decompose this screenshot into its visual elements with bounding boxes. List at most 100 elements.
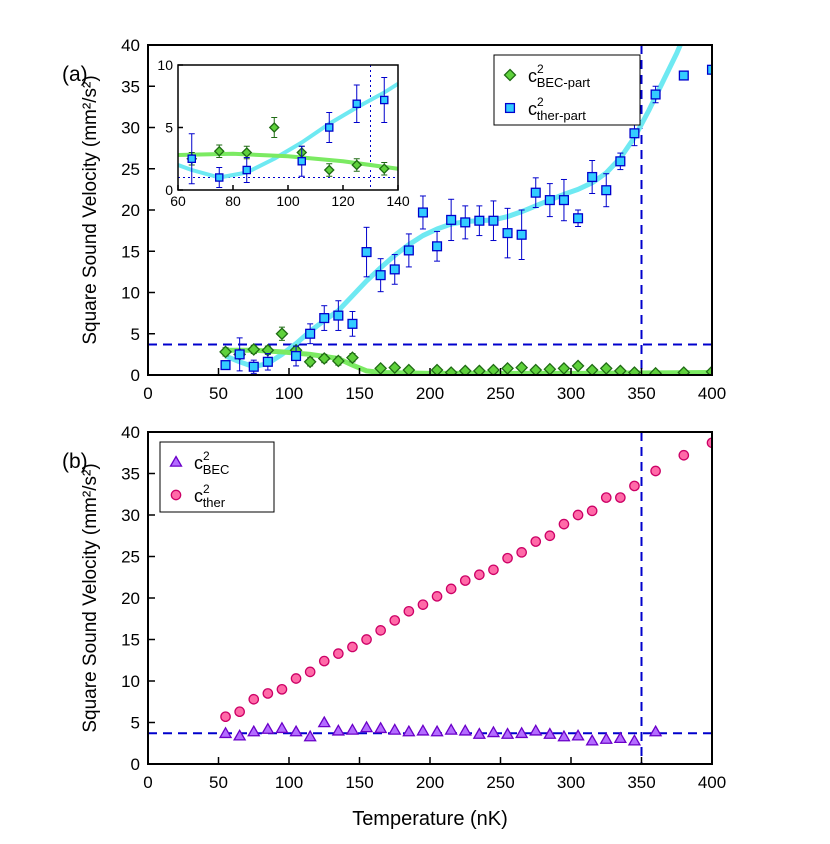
marker-triangle	[345, 723, 360, 735]
x-tick-label: 200	[416, 773, 444, 792]
marker-square	[587, 171, 598, 183]
y-tick-label: 5	[131, 714, 140, 733]
marker-diamond	[571, 359, 585, 373]
marker-triangle	[486, 725, 501, 738]
marker-diamond	[649, 366, 663, 375]
legend-label: c2 ther-part	[528, 95, 586, 123]
legend-name: c	[194, 453, 203, 473]
x-tick-label: 300	[557, 773, 585, 792]
marker-square	[460, 217, 471, 228]
marker-square	[262, 356, 273, 367]
y-tick-label: 30	[121, 119, 140, 138]
marker-triangle	[261, 722, 275, 734]
x-tick-label: 50	[209, 773, 228, 792]
marker-diamond	[323, 164, 335, 176]
plot-area	[178, 65, 398, 190]
y-tick-label: 0	[165, 182, 173, 198]
marker-circle	[558, 518, 570, 530]
marker-square	[305, 328, 316, 339]
marker-square	[234, 349, 245, 360]
marker-square	[220, 360, 231, 371]
marker-circle	[361, 634, 372, 645]
marker-triangle	[289, 724, 303, 737]
marker-diamond	[430, 363, 444, 375]
marker-diamond	[458, 364, 472, 375]
marker-square	[488, 215, 499, 226]
marker-triangle	[247, 724, 261, 737]
marker-circle	[262, 688, 274, 699]
marker-circle	[234, 706, 245, 718]
marker-diamond	[303, 355, 317, 369]
marker-circle	[544, 530, 556, 542]
marker-circle	[276, 683, 288, 695]
marker-diamond	[677, 366, 691, 375]
legend-sup: 2	[203, 449, 210, 463]
marker-circle	[572, 509, 584, 521]
marker-diamond	[487, 363, 500, 375]
marker-square	[573, 213, 584, 224]
marker-triangle	[515, 726, 529, 739]
marker-diamond	[275, 327, 289, 341]
marker-diamond	[444, 366, 458, 375]
legend-name: c	[194, 486, 203, 506]
marker-circle	[170, 489, 182, 501]
y-tick-label: 40	[121, 36, 140, 55]
marker-circle	[431, 591, 443, 602]
y-tick-label: 15	[121, 631, 140, 650]
fit-curve	[178, 82, 398, 180]
x-tick-label: 400	[698, 773, 726, 792]
marker-diamond	[374, 361, 388, 375]
legend-name: c	[528, 99, 537, 119]
marker-diamond	[402, 363, 416, 375]
plot-area	[148, 45, 712, 375]
marker-triangle	[331, 723, 345, 736]
marker-triangle	[317, 715, 331, 728]
marker-diamond	[268, 122, 280, 133]
marker-triangle	[359, 720, 374, 733]
marker-triangle	[430, 724, 444, 737]
legend-sup: 2	[203, 482, 210, 496]
marker-diamond	[219, 345, 232, 359]
marker-square	[347, 318, 358, 329]
marker-diamond	[388, 361, 402, 374]
marker-circle	[403, 605, 415, 617]
legend-sub: BEC	[203, 462, 230, 477]
legend-name: c	[528, 66, 537, 86]
y-tick-label: 20	[121, 201, 140, 220]
y-axis-title: Square Sound Velocity (mm²/s²)	[80, 463, 101, 732]
panel: 0 50 100 150 200 250 300 350 400 0 5 10 15 20 25 30 35 40…	[62, 423, 726, 830]
marker-circle	[615, 492, 626, 503]
marker-circle	[347, 641, 358, 653]
y-tick-label: 0	[131, 755, 140, 774]
legend-sup: 2	[537, 62, 544, 76]
marker-diamond	[378, 163, 390, 175]
marker-square	[248, 361, 259, 372]
y-tick-label: 5	[131, 325, 140, 344]
marker-square	[352, 99, 361, 109]
legend-box	[493, 54, 641, 126]
marker-triangle	[458, 723, 472, 736]
marker-diamond	[346, 351, 359, 365]
y-tick-label: 5	[165, 120, 173, 136]
marker-triangle	[557, 729, 571, 742]
marker-circle	[678, 449, 690, 461]
y-tick-label: 35	[121, 77, 140, 96]
marker-square	[544, 195, 555, 206]
marker-circle	[650, 465, 661, 477]
marker-triangle	[648, 724, 663, 737]
marker-triangle	[388, 723, 402, 735]
marker-square	[650, 89, 661, 100]
inset: 60 80 100 120 140 0 5 10	[157, 57, 409, 209]
marker-square	[629, 128, 640, 139]
marker-circle	[629, 480, 640, 492]
marker-diamond	[501, 361, 514, 375]
fit-curve	[178, 151, 398, 171]
marker-circle	[375, 625, 386, 636]
x-axis-title: Temperature (nK)	[352, 808, 508, 830]
marker-diamond	[599, 361, 613, 375]
legend-sub: ther	[203, 495, 226, 510]
marker-triangle	[218, 726, 233, 739]
